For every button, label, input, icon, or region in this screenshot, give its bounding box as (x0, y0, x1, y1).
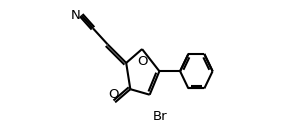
Text: N: N (71, 9, 80, 22)
Text: O: O (108, 88, 118, 101)
Text: Br: Br (153, 110, 167, 123)
Text: O: O (138, 55, 148, 68)
